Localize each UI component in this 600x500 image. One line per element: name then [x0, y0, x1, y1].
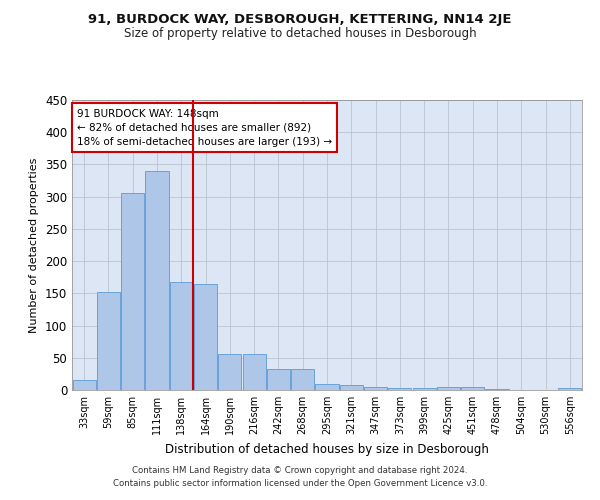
Bar — [145, 171, 169, 390]
Bar — [194, 284, 217, 390]
Bar — [73, 380, 95, 390]
Bar — [485, 388, 509, 390]
Bar — [97, 292, 120, 390]
Text: Size of property relative to detached houses in Desborough: Size of property relative to detached ho… — [124, 28, 476, 40]
Bar — [316, 384, 338, 390]
Bar — [437, 387, 460, 390]
Text: Contains HM Land Registry data © Crown copyright and database right 2024.
Contai: Contains HM Land Registry data © Crown c… — [113, 466, 487, 487]
Bar — [121, 194, 144, 390]
X-axis label: Distribution of detached houses by size in Desborough: Distribution of detached houses by size … — [165, 442, 489, 456]
Bar — [242, 354, 266, 390]
Bar — [364, 387, 387, 390]
Y-axis label: Number of detached properties: Number of detached properties — [29, 158, 40, 332]
Bar — [559, 388, 581, 390]
Bar — [388, 388, 412, 390]
Bar — [267, 368, 290, 390]
Bar — [291, 368, 314, 390]
Bar — [218, 354, 241, 390]
Bar — [461, 387, 484, 390]
Text: 91, BURDOCK WAY, DESBOROUGH, KETTERING, NN14 2JE: 91, BURDOCK WAY, DESBOROUGH, KETTERING, … — [88, 12, 512, 26]
Text: 91 BURDOCK WAY: 148sqm
← 82% of detached houses are smaller (892)
18% of semi-de: 91 BURDOCK WAY: 148sqm ← 82% of detached… — [77, 108, 332, 146]
Bar — [170, 282, 193, 390]
Bar — [340, 385, 363, 390]
Bar — [413, 388, 436, 390]
